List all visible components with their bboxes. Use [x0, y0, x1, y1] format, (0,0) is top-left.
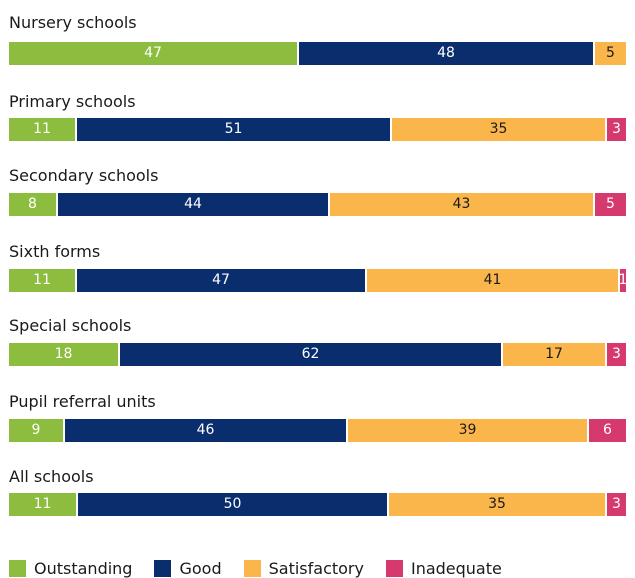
- legend-swatch: [9, 560, 26, 577]
- category-label: Primary schools: [9, 92, 136, 111]
- data-label: 3: [612, 121, 621, 137]
- bar-segment-inadequate: 3: [607, 493, 626, 516]
- data-label: 62: [301, 346, 320, 362]
- bar-segment-inadequate: 5: [595, 193, 626, 216]
- data-label: 3: [612, 496, 621, 512]
- bar-segment-satisfactory: 43: [330, 193, 595, 216]
- data-label: 46: [196, 422, 215, 438]
- chart-legend: Outstanding Good Satisfactory Inadequate: [9, 560, 524, 577]
- bar-row: 18 62 17 3: [9, 343, 626, 366]
- category-label: Nursery schools: [9, 13, 137, 32]
- bar-segment-satisfactory: 17: [503, 343, 607, 366]
- data-label: 17: [545, 346, 563, 362]
- data-label: 48: [437, 45, 455, 61]
- data-label: 35: [489, 121, 508, 137]
- bar-row: 11 50 35 3: [9, 493, 626, 516]
- legend-item-satisfactory: Satisfactory: [243, 559, 364, 578]
- bar-segment-outstanding: 8: [9, 193, 58, 216]
- category-label: All schools: [9, 467, 94, 486]
- bar-segment-outstanding: 11: [9, 493, 78, 516]
- legend-label: Outstanding: [34, 559, 133, 578]
- bar-segment-inadequate: 1: [620, 269, 626, 292]
- bar-segment-satisfactory: 35: [392, 118, 607, 141]
- data-label: 39: [458, 422, 477, 438]
- data-label: 47: [144, 45, 162, 61]
- bar-segment-good: 47: [77, 269, 367, 292]
- bar-segment-outstanding: 11: [9, 269, 77, 292]
- bar-segment-good: 46: [65, 419, 348, 442]
- bar-segment-good: 48: [299, 42, 595, 65]
- bar-segment-good: 51: [77, 118, 392, 141]
- bar-segment-good: 62: [120, 343, 503, 366]
- category-label: Special schools: [9, 316, 132, 335]
- bar-segment-outstanding: 11: [9, 118, 77, 141]
- data-label: 47: [212, 272, 230, 288]
- data-label: 1: [620, 272, 626, 288]
- data-label: 11: [33, 496, 52, 512]
- data-label: 51: [224, 121, 243, 137]
- legend-label: Satisfactory: [268, 559, 364, 578]
- bar-row: 11 51 35 3: [9, 118, 626, 141]
- bar-segment-inadequate: 3: [607, 343, 626, 366]
- bar-segment-outstanding: 18: [9, 343, 120, 366]
- data-label: 43: [452, 196, 471, 212]
- data-label: 11: [33, 272, 51, 288]
- bar-segment-inadequate: 6: [589, 419, 626, 442]
- bar-row: 8 44 43 5: [9, 193, 626, 216]
- data-label: 6: [603, 422, 612, 438]
- data-label: 50: [223, 496, 242, 512]
- bar-segment-satisfactory: 39: [348, 419, 589, 442]
- data-label: 9: [31, 422, 41, 438]
- data-label: 18: [54, 346, 73, 362]
- bar-segment-satisfactory: 5: [595, 42, 626, 65]
- bar-row: 11 47 41 1: [9, 269, 626, 292]
- legend-swatch: [154, 560, 172, 577]
- bar-segment-inadequate: 3: [607, 118, 626, 141]
- bar-segment-outstanding: 47: [9, 42, 299, 65]
- legend-item-good: Good: [154, 559, 222, 578]
- data-label: 11: [33, 121, 51, 137]
- legend-label: Good: [179, 559, 222, 578]
- bar-segment-satisfactory: 35: [389, 493, 607, 516]
- bar-segment-good: 44: [58, 193, 330, 216]
- bar-row: 47 48 5: [9, 42, 626, 65]
- legend-item-outstanding: Outstanding: [9, 560, 132, 577]
- data-label: 5: [606, 45, 615, 61]
- legend-swatch: [385, 560, 403, 577]
- data-label: 8: [28, 196, 37, 212]
- bar-row: 9 46 39 6: [9, 419, 626, 442]
- category-label: Secondary schools: [9, 166, 159, 185]
- category-label: Pupil referral units: [9, 392, 156, 411]
- data-label: 3: [612, 346, 621, 362]
- bar-segment-outstanding: 9: [9, 419, 65, 442]
- legend-item-inadequate: Inadequate: [385, 559, 502, 578]
- data-label: 5: [606, 196, 615, 212]
- data-label: 41: [483, 272, 502, 288]
- bar-segment-satisfactory: 41: [367, 269, 620, 292]
- legend-swatch: [243, 560, 261, 577]
- category-label: Sixth forms: [9, 242, 101, 261]
- bar-segment-good: 50: [78, 493, 389, 516]
- data-label: 44: [184, 196, 202, 212]
- legend-label: Inadequate: [410, 559, 502, 578]
- data-label: 35: [488, 496, 506, 512]
